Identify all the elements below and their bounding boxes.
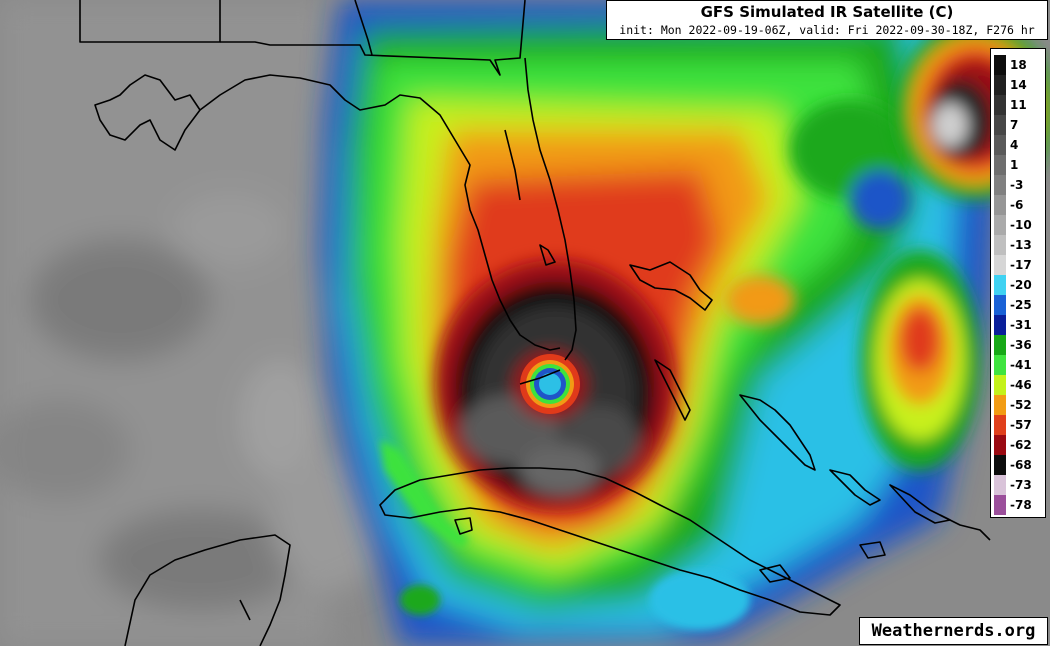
colorbar-swatch (994, 55, 1006, 75)
colorbar-label: 14 (1010, 78, 1027, 92)
colorbar-swatch (994, 415, 1006, 435)
colorbar-label: 4 (1010, 138, 1019, 152)
colorbar-label: -17 (1010, 258, 1032, 272)
colorbar-swatch (994, 315, 1006, 335)
colorbar-swatch (994, 435, 1006, 455)
colorbar-label: -46 (1010, 378, 1032, 392)
colorbar-swatch (994, 275, 1006, 295)
colorbar-swatch (994, 115, 1006, 135)
gray-cloud-texture (0, 0, 390, 646)
colorbar-swatch (994, 215, 1006, 235)
colorbar-label: -73 (1010, 478, 1032, 492)
south-cloud-strip (380, 440, 750, 630)
colorbar-swatch (994, 495, 1006, 515)
colorbar-label: -62 (1010, 438, 1032, 452)
colorbar-swatch (994, 255, 1006, 275)
colorbar-label: -25 (1010, 298, 1032, 312)
credit-label: Weathernerds.org (859, 617, 1048, 645)
colorbar-swatch (994, 95, 1006, 115)
colorbar-label: -13 (1010, 238, 1032, 252)
colorbar-label: 11 (1010, 98, 1027, 112)
colorbar-label: 18 (1010, 58, 1027, 72)
colorbar-swatch (994, 195, 1006, 215)
colorbar-label: 1 (1010, 158, 1019, 172)
colorbar-swatch (994, 135, 1006, 155)
colorbar-label: -52 (1010, 398, 1032, 412)
colorbar-swatch (994, 455, 1006, 475)
colorbar-label: -3 (1010, 178, 1024, 192)
title-panel: GFS Simulated IR Satellite (C) init: Mon… (606, 0, 1048, 40)
map-subtitle: init: Mon 2022-09-19-06Z, valid: Fri 202… (619, 23, 1035, 37)
colorbar-label: -6 (1010, 198, 1024, 212)
colorbar-label: -20 (1010, 278, 1032, 292)
eastern-rain-band (725, 100, 980, 470)
colorbar-label: 7 (1010, 118, 1019, 132)
colorbar-label: -36 (1010, 338, 1032, 352)
colorbar-swatch (994, 75, 1006, 95)
colorbar-swatch (994, 155, 1006, 175)
hurricane-eye (520, 354, 580, 414)
colorbar-swatch (994, 355, 1006, 375)
colorbar-swatch (994, 175, 1006, 195)
map-title: GFS Simulated IR Satellite (C) (700, 3, 954, 21)
colorbar-swatch (994, 295, 1006, 315)
colorbar-label: -10 (1010, 218, 1032, 232)
colorbar-label: -68 (1010, 458, 1032, 472)
colorbar-swatch (994, 375, 1006, 395)
colorbar-swatch (994, 475, 1006, 495)
colorbar-label: -41 (1010, 358, 1032, 372)
colorbar-swatch (994, 335, 1006, 355)
coastlines (79, 0, 991, 646)
colorbar-label: -78 (1010, 498, 1032, 512)
colorbar-swatch (994, 235, 1006, 255)
temperature-colorbar: 18 14 11 7 4 1 -3 -6 -10 -13 -17 -20 -25 -31 -36 -41 -46… (990, 48, 1046, 518)
colorbar-label: -31 (1010, 318, 1032, 332)
colorbar-label: -57 (1010, 418, 1032, 432)
colorbar-swatch (994, 395, 1006, 415)
